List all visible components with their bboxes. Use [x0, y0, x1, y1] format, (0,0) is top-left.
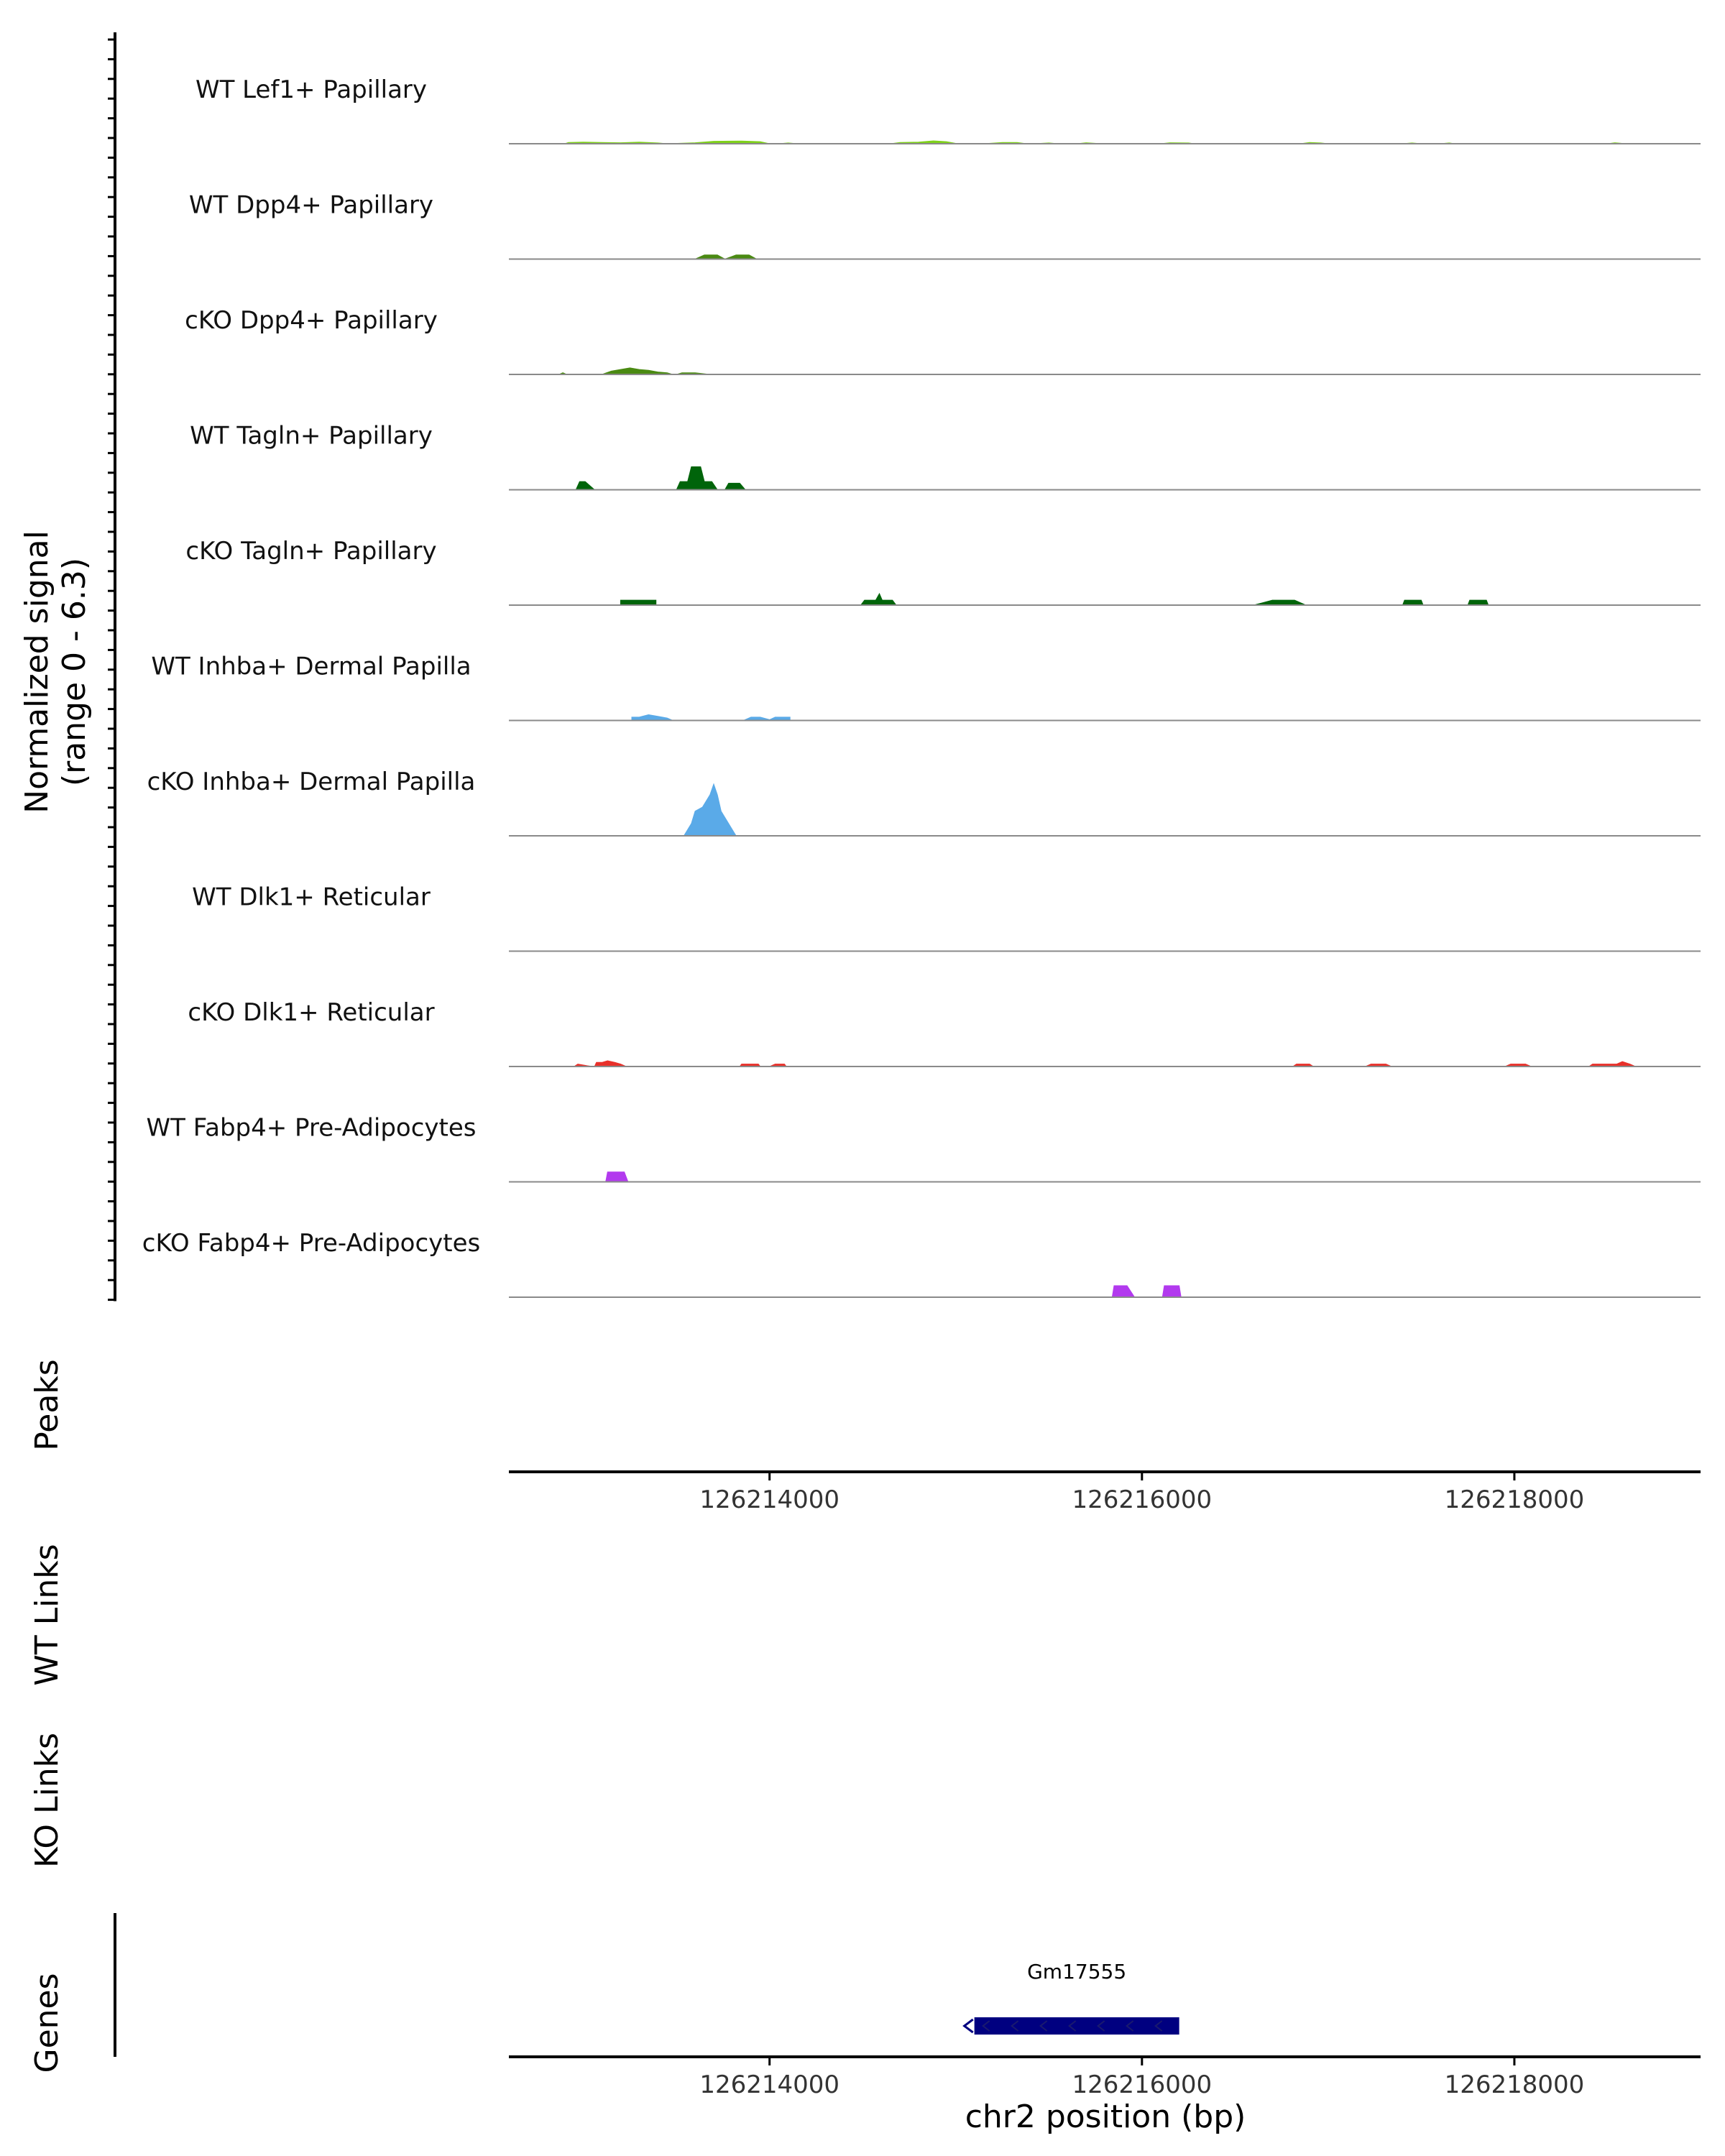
coverage-peak: [1587, 1061, 1636, 1067]
coverage-peak: [620, 599, 657, 606]
coverage-peak: [1254, 599, 1307, 606]
y-axis-range-label: (range 0 - 6.3): [56, 558, 93, 786]
track-label: WT Dpp4+ Papillary: [189, 191, 433, 220]
track-label: cKO Dpp4+ Papillary: [185, 306, 438, 335]
track-label: cKO Fabp4+ Pre-Adipocytes: [142, 1229, 481, 1258]
coverage-peak: [1467, 599, 1489, 606]
x-tick-label-genes: 126214000: [699, 2070, 840, 2099]
x-tick-label-genes: 126218000: [1445, 2070, 1585, 2099]
x-tick-label-peaks: 126218000: [1445, 1485, 1585, 1514]
track-label: WT Inhba+ Dermal Papilla: [151, 653, 471, 681]
track-9: WT Fabp4+ Pre-Adipocytes: [147, 1114, 1701, 1183]
track-label: cKO Dlk1+ Reticular: [188, 998, 434, 1027]
strand-arrow: [1126, 2020, 1134, 2032]
gene-start-arrow: [962, 2018, 974, 2034]
wt-links-panel-label: WT Links: [29, 1544, 65, 1685]
coverage-peak: [676, 466, 719, 490]
track-8: cKO Dlk1+ Reticular: [188, 998, 1701, 1067]
coverage-peak: [575, 481, 596, 490]
coverage-peak: [594, 1060, 627, 1067]
genes-panel-label: Genes: [29, 1973, 65, 2073]
track-3: WT Tagln+ Papillary: [190, 422, 1701, 491]
track-2: cKO Dpp4+ Papillary: [185, 306, 1701, 375]
strand-arrow: [1011, 2020, 1019, 2032]
coverage-peak: [1162, 1285, 1182, 1298]
coverage-peak: [631, 714, 673, 721]
coverage-peak: [1402, 599, 1424, 606]
coverage-peak: [724, 482, 747, 490]
coverage-peak: [1111, 1285, 1136, 1298]
track-5: WT Inhba+ Dermal Papilla: [151, 653, 1701, 722]
side-panel-labels: Peaks WT Links KO Links Genes: [29, 1359, 65, 2073]
coverage-peak: [860, 592, 897, 606]
peaks-panel-label: Peaks: [29, 1359, 65, 1450]
strand-arrow: [1068, 2020, 1077, 2032]
strand-arrow: [1154, 2020, 1163, 2032]
ko-links-panel-label: KO Links: [29, 1733, 65, 1868]
gene-body: [974, 2017, 1179, 2035]
strand-arrow: [1039, 2020, 1048, 2032]
track-6: cKO Inhba+ Dermal Papilla: [147, 768, 1701, 837]
x-tick-label-genes: 126216000: [1072, 2070, 1212, 2099]
coverage-y-axis: Normalized signal (range 0 - 6.3): [19, 32, 116, 1302]
coverage-peak: [605, 1171, 629, 1182]
strand-arrow: [982, 2020, 990, 2032]
coverage-peak: [683, 783, 737, 837]
track-1: WT Dpp4+ Papillary: [189, 191, 1701, 260]
track-label: cKO Inhba+ Dermal Papilla: [147, 768, 476, 796]
track-4: cKO Tagln+ Papillary: [185, 537, 1701, 606]
genes-x-axis: 126214000 126216000 126218000: [509, 2055, 1701, 2099]
genes-track: Gm17555: [114, 1913, 1179, 2057]
track-label: cKO Tagln+ Papillary: [185, 537, 436, 566]
x-tick-label-peaks: 126214000: [699, 1485, 840, 1514]
track-7: WT Dlk1+ Reticular: [192, 883, 1701, 952]
coverage-peak: [602, 367, 673, 375]
track-10: cKO Fabp4+ Pre-Adipocytes: [142, 1229, 1701, 1298]
x-tick-label-peaks: 126216000: [1072, 1485, 1212, 1514]
track-0: WT Lef1+ Papillary: [196, 75, 1701, 144]
gene-name: Gm17555: [1027, 1960, 1126, 1984]
coverage-tracks: WT Lef1+ Papillary WT Dpp4+ Papillary cKO …: [142, 75, 1701, 1298]
track-label: WT Tagln+ Papillary: [190, 422, 433, 451]
track-label: WT Lef1+ Papillary: [196, 75, 427, 104]
x-axis-label: chr2 position (bp): [965, 2099, 1246, 2135]
strand-arrow: [1097, 2020, 1105, 2032]
y-axis-label: Normalized signal: [19, 530, 55, 814]
peaks-x-axis: 126214000 126216000 126218000: [509, 1470, 1701, 1514]
track-label: WT Fabp4+ Pre-Adipocytes: [147, 1114, 477, 1143]
track-label: WT Dlk1+ Reticular: [192, 883, 431, 912]
